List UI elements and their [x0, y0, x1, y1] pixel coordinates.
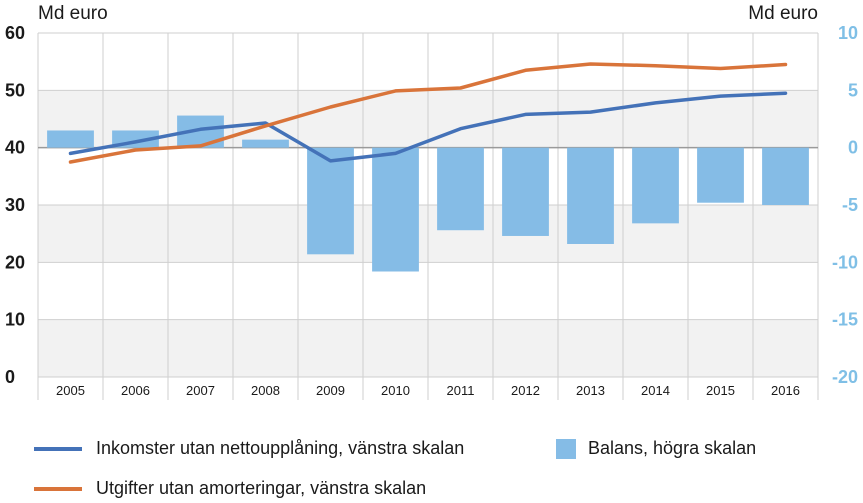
left-tick-label: 50: [5, 80, 25, 100]
legend-label-income: Inkomster utan nettoupplåning, vänstra s…: [96, 438, 465, 458]
series-line-inkomster: [68, 91, 788, 163]
x-tick-label: 2013: [576, 383, 605, 398]
left-tick-label: 20: [5, 252, 25, 272]
x-tick-label: 2010: [381, 383, 410, 398]
right-tick-label: 5: [848, 80, 858, 100]
x-axis: 2005 2006 2007 2008 2009 2010 2011 2012 2013 2014…: [56, 383, 800, 398]
legend-label-balance: Balans, högra skalan: [588, 438, 757, 458]
legend-swatch-balance: [556, 438, 576, 459]
balance-bar: [307, 147, 354, 255]
right-tick-label: -10: [832, 252, 858, 272]
left-tick-label: 10: [5, 310, 25, 330]
right-tick-label: -5: [842, 195, 858, 215]
balance-bar: [502, 147, 549, 236]
balance-bar: [372, 147, 419, 272]
balance-bars: [47, 115, 809, 272]
balance-bar: [762, 147, 809, 205]
right-tick-label: -20: [832, 367, 858, 387]
legend-item-balance: Balans, högra skalan: [556, 438, 756, 459]
x-tick-label: 2012: [511, 383, 540, 398]
legend-label-expense: Utgifter utan amorteringar, vänstra skal…: [96, 478, 427, 498]
right-tick-label: -15: [832, 310, 858, 330]
balance-bar: [567, 147, 614, 244]
left-tick-label: 30: [5, 195, 25, 215]
left-tick-label: 0: [5, 367, 15, 387]
legend-item-income: Inkomster utan nettoupplåning, vänstra s…: [34, 438, 464, 459]
right-tick-label: 0: [848, 138, 858, 158]
right-tick-label: 10: [838, 23, 858, 43]
right-axis-unit-label: Md euro: [748, 3, 818, 24]
x-tick-label: 2009: [316, 383, 345, 398]
x-tick-label: 2015: [706, 383, 735, 398]
legend-swatch-expense: [34, 486, 82, 491]
left-axis-ticks: 0 10 20 30 40 50 60: [5, 23, 25, 387]
left-tick-label: 60: [5, 23, 25, 43]
left-axis-unit-label: Md euro: [38, 3, 108, 24]
x-tick-label: 2006: [121, 383, 150, 398]
x-tick-label: 2014: [641, 383, 670, 398]
x-tick-label: 2005: [56, 383, 85, 398]
x-tick-label: 2011: [447, 383, 475, 398]
balance-bar: [437, 147, 484, 231]
balance-bar: [47, 130, 94, 148]
legend-swatch-income: [34, 446, 82, 451]
left-tick-label: 40: [5, 138, 25, 158]
gridlines: [37, 32, 819, 400]
x-tick-label: 2016: [771, 383, 800, 398]
legend-item-expense: Utgifter utan amorteringar, vänstra skal…: [34, 478, 426, 499]
balance-bar: [242, 139, 289, 148]
balance-bar: [697, 147, 744, 203]
x-tick-label: 2008: [251, 383, 280, 398]
series-lines: [68, 62, 788, 164]
balance-bar: [632, 147, 679, 224]
x-tick-label: 2007: [186, 383, 215, 398]
right-axis-ticks: -20 -15 -10 -5 0 5 10: [832, 23, 858, 387]
series-line-utgifter: [68, 62, 788, 164]
